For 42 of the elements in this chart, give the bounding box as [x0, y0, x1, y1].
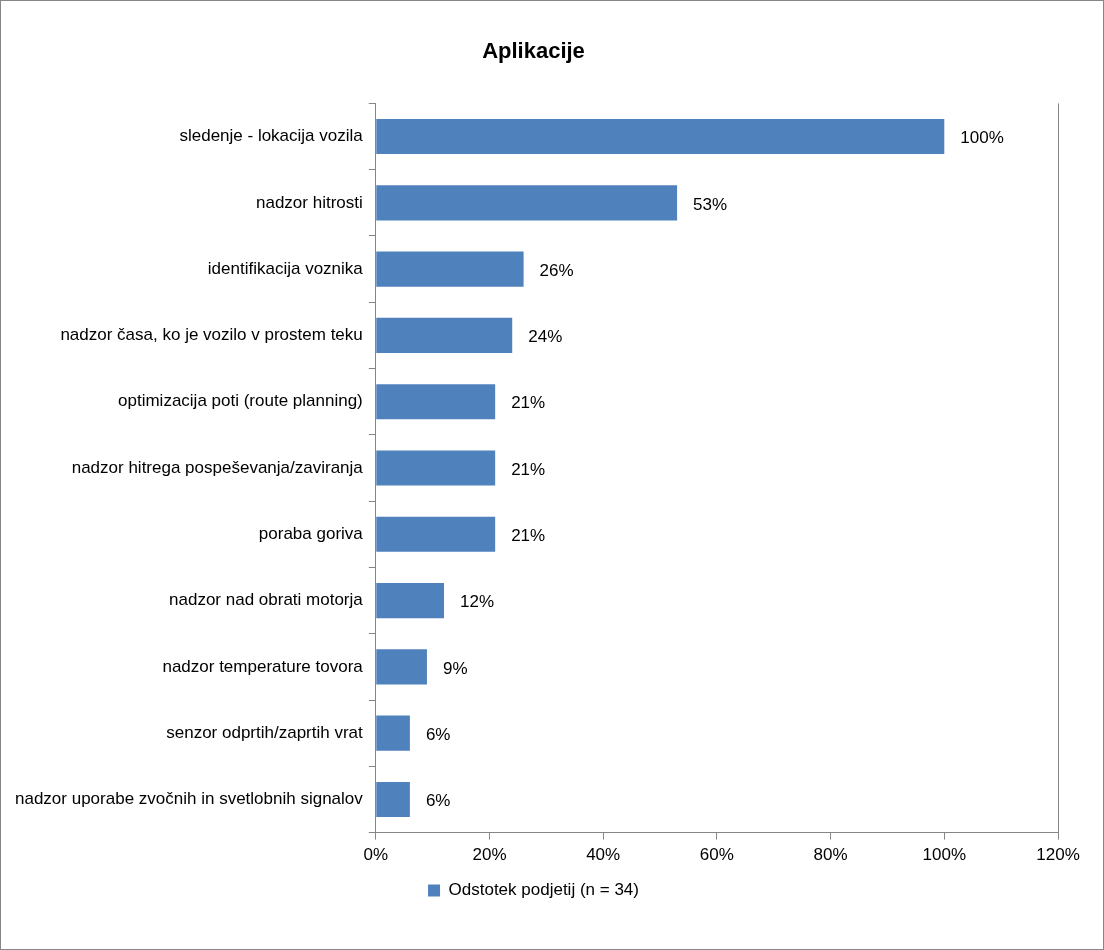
x-tick-label: 40%: [586, 845, 621, 865]
data-label: 9%: [442, 658, 468, 678]
bar: [376, 317, 513, 353]
legend-label: Odstotek podjetij (n = 34): [448, 880, 639, 900]
data-label: 21%: [511, 459, 546, 479]
y-tick-label: nadzor hitrosti: [256, 192, 363, 212]
data-label: 21%: [511, 393, 546, 413]
data-label: 6%: [425, 791, 451, 811]
bar: [376, 516, 496, 552]
y-tick-label: nadzor temperature tovora: [162, 656, 364, 676]
data-label: 21%: [511, 525, 546, 545]
data-label: 26%: [539, 260, 574, 280]
chart-title: Aplikacije: [482, 38, 585, 64]
bar: [376, 715, 410, 751]
y-tick-label: nadzor uporabe zvočnih in svetlobnih signalov: [15, 789, 364, 809]
x-tick-label: 0%: [363, 845, 389, 865]
data-label: 53%: [693, 194, 728, 214]
y-tick-label: nadzor hitrega pospeševanja/zaviranja: [71, 457, 364, 477]
y-tick-label: optimizacija poti (route planning): [118, 391, 363, 411]
x-tick-label: 60%: [699, 845, 734, 865]
data-label: 100%: [960, 128, 1004, 148]
data-label: 24%: [528, 327, 563, 347]
y-tick-label: nadzor nad obrati motorja: [169, 590, 364, 610]
bar: [376, 450, 496, 486]
y-tick-label: senzor odprtih/zaprtih vrat: [166, 722, 364, 742]
y-tick-label: sledenje - lokacija vozila: [179, 126, 364, 146]
bar: [376, 781, 410, 818]
bar: [376, 649, 427, 685]
bar: [376, 185, 678, 221]
bar: [376, 384, 496, 420]
x-tick-label: 100%: [922, 845, 967, 865]
bar: [376, 251, 524, 287]
x-tick-label: 80%: [813, 845, 848, 865]
y-tick-label: poraba goriva: [258, 523, 364, 543]
bar: [376, 118, 945, 155]
y-tick-label: identifikacija voznika: [207, 258, 364, 278]
data-label: 6%: [425, 724, 451, 744]
x-tick-label: 20%: [472, 845, 507, 865]
bar: [376, 583, 444, 619]
data-label: 12%: [460, 592, 495, 612]
y-tick-label: nadzor časa, ko je vozilo v prostem teku: [60, 325, 363, 345]
x-tick-label: 120%: [1036, 845, 1080, 865]
